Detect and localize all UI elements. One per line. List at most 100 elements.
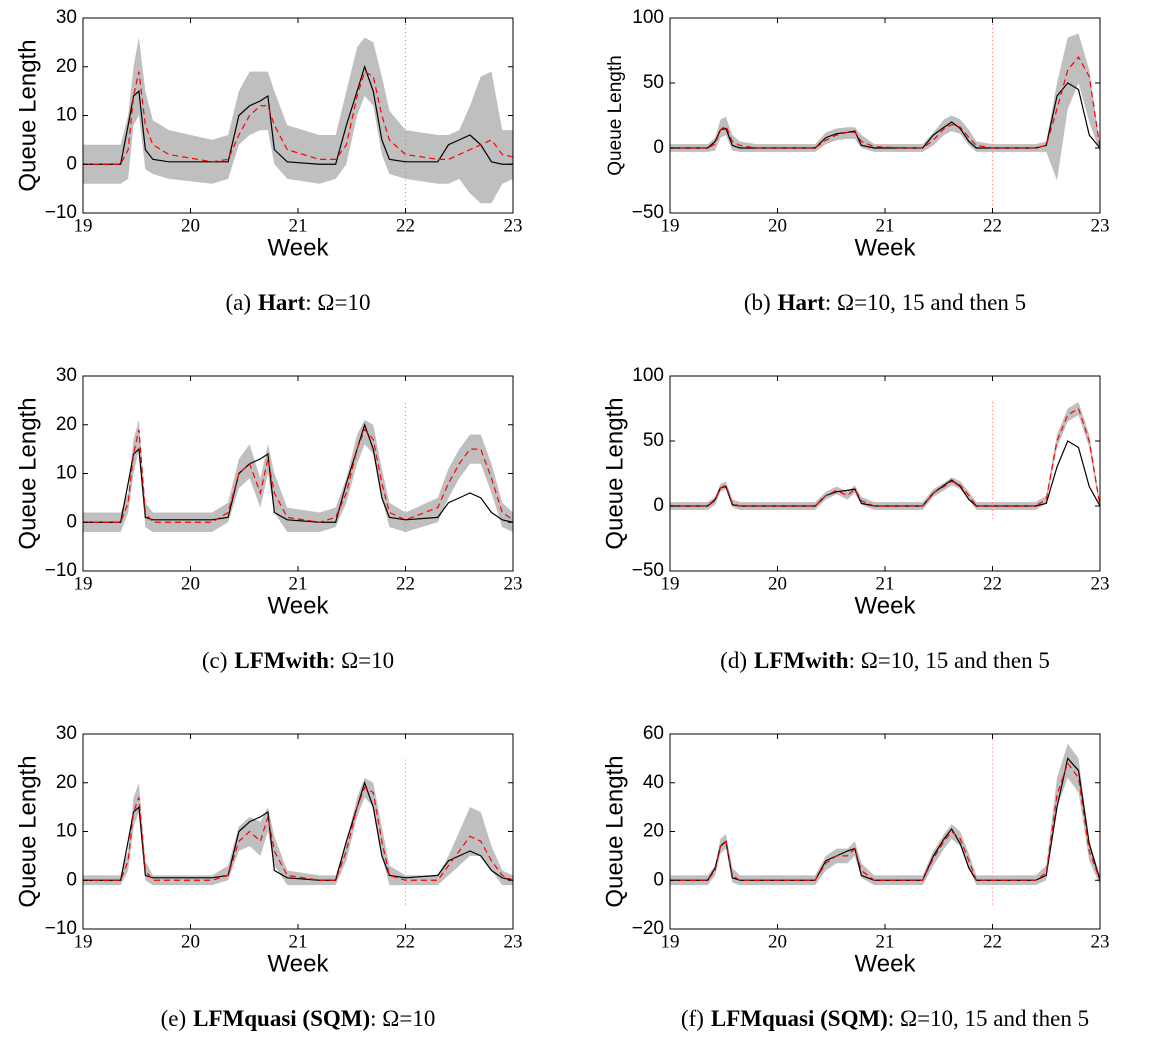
panel: −10 0 10 20 30 19 20 21 22 23 Week Queue Length (c) L… — [14, 365, 522, 673]
x-tick-label: 21 — [289, 215, 308, 236]
x-tick-label: 21 — [289, 573, 308, 594]
confidence-band — [670, 33, 1100, 181]
series-line — [83, 70, 514, 165]
x-tick-label: 19 — [661, 931, 680, 952]
x-tick-label: 22 — [396, 573, 415, 594]
series-line — [83, 428, 514, 523]
x-tick-label: 20 — [768, 931, 787, 952]
series-line — [83, 786, 514, 881]
y-tick-label: 0 — [66, 869, 77, 890]
y-tick-label: −10 — [45, 918, 77, 939]
panel: −10 0 10 20 30 19 20 21 22 23 Week Queue Length (a) H… — [14, 7, 522, 315]
caption-label: (c) — [202, 648, 228, 673]
plot-frame — [669, 17, 1101, 214]
caption-rest: : Ω=10 — [329, 648, 394, 673]
caption: (f) LFMquasi (SQM): Ω=10, 15 and then 5 — [681, 1006, 1089, 1031]
caption-rest: : Ω=10, 15 and then 5 — [825, 290, 1026, 315]
caption-rest: : Ω=10 — [370, 1006, 435, 1031]
x-tick-label: 21 — [876, 573, 895, 594]
panel: −50 0 50 100 19 20 21 22 23 Week Queue Length (b) Ha… — [605, 7, 1109, 315]
x-tick-label: 19 — [74, 573, 93, 594]
y-tick-label: 20 — [56, 56, 77, 77]
caption-label: (f) — [681, 1006, 704, 1031]
y-tick-label: −50 — [632, 202, 664, 223]
y-tick-label: 30 — [56, 723, 77, 744]
y-tick-label: −50 — [632, 560, 664, 581]
caption: (a) Hart: Ω=10 — [225, 290, 370, 315]
x-tick-label: 19 — [661, 573, 680, 594]
series-line — [670, 407, 1101, 507]
x-tick-label: 22 — [396, 931, 415, 952]
x-tick-label: 19 — [661, 215, 680, 236]
x-tick-label: 23 — [504, 573, 523, 594]
caption-label: (b) — [744, 290, 771, 315]
series-line — [83, 64, 513, 165]
y-tick-label: 0 — [66, 153, 77, 174]
x-tick-label: 23 — [504, 931, 523, 952]
confidence-band — [670, 402, 1100, 510]
y-tick-label: −20 — [632, 918, 664, 939]
x-axis-label: Week — [268, 592, 330, 619]
x-tick-label: 20 — [768, 215, 787, 236]
caption-label: (e) — [161, 1006, 187, 1031]
confidence-band — [83, 419, 513, 532]
plot-frame — [669, 733, 1101, 930]
y-tick-label: 20 — [643, 821, 664, 842]
panel: −50 0 50 100 19 20 21 22 23 Week Queue Length (d) LF… — [601, 365, 1109, 673]
x-tick-label: 19 — [74, 931, 93, 952]
y-axis-label: Queue Length — [605, 55, 626, 175]
y-axis-label: Queue Length — [14, 397, 41, 549]
x-axis-label: Week — [268, 234, 330, 261]
caption: (b) Hart: Ω=10, 15 and then 5 — [744, 290, 1026, 315]
plot-frame — [669, 375, 1101, 572]
caption: (c) LFMwith: Ω=10 — [202, 648, 394, 673]
y-axis-label: Queue Length — [14, 39, 41, 191]
x-tick-label: 20 — [181, 573, 200, 594]
x-tick-label: 20 — [181, 215, 200, 236]
y-tick-label: 10 — [56, 821, 77, 842]
x-tick-label: 23 — [504, 215, 523, 236]
y-tick-label: 10 — [56, 463, 77, 484]
y-tick-label: 0 — [653, 137, 664, 158]
series-line — [670, 761, 1101, 881]
caption: (d) LFMwith: Ω=10, 15 and then 5 — [720, 648, 1050, 673]
x-axis-label: Week — [855, 592, 917, 619]
x-tick-label: 22 — [983, 215, 1002, 236]
series-line — [670, 440, 1101, 507]
caption-method: LFMwith — [234, 648, 329, 673]
caption-method: Hart — [778, 290, 826, 315]
caption-method: LFMwith — [754, 648, 849, 673]
x-axis-label: Week — [855, 234, 917, 261]
x-axis-label: Week — [855, 950, 917, 977]
y-tick-label: 60 — [643, 723, 664, 744]
y-tick-label: 0 — [653, 869, 664, 890]
series-line — [670, 55, 1101, 149]
x-tick-label: 23 — [1091, 573, 1110, 594]
y-axis-label: Queue Length — [601, 397, 628, 549]
caption-label: (a) — [225, 290, 251, 315]
y-tick-label: 10 — [56, 105, 77, 126]
caption-method: LFMquasi (SQM) — [193, 1006, 370, 1031]
y-tick-label: 30 — [56, 7, 77, 28]
confidence-band — [83, 777, 513, 886]
x-tick-label: 21 — [876, 931, 895, 952]
caption: (e) LFMquasi (SQM): Ω=10 — [161, 1006, 436, 1031]
y-axis-label: Queue Length — [601, 755, 628, 907]
x-tick-label: 19 — [74, 215, 93, 236]
caption-rest: : Ω=10 — [305, 290, 370, 315]
panel: −20 0 20 40 60 19 20 21 22 23 Week Queue Length (f) L… — [601, 723, 1109, 1031]
x-tick-label: 22 — [983, 573, 1002, 594]
caption-rest: : Ω=10, 15 and then 5 — [849, 648, 1050, 673]
y-tick-label: −10 — [45, 202, 77, 223]
x-tick-label: 21 — [876, 215, 895, 236]
y-tick-label: 40 — [643, 772, 664, 793]
caption-method: LFMquasi (SQM) — [711, 1006, 888, 1031]
caption-method: Hart — [258, 290, 306, 315]
y-tick-label: 50 — [643, 72, 664, 93]
panel: −10 0 10 20 30 19 20 21 22 23 Week Queue Length (e) L… — [14, 723, 522, 1031]
y-tick-label: −10 — [45, 560, 77, 581]
caption-label: (d) — [720, 648, 747, 673]
x-tick-label: 20 — [768, 573, 787, 594]
